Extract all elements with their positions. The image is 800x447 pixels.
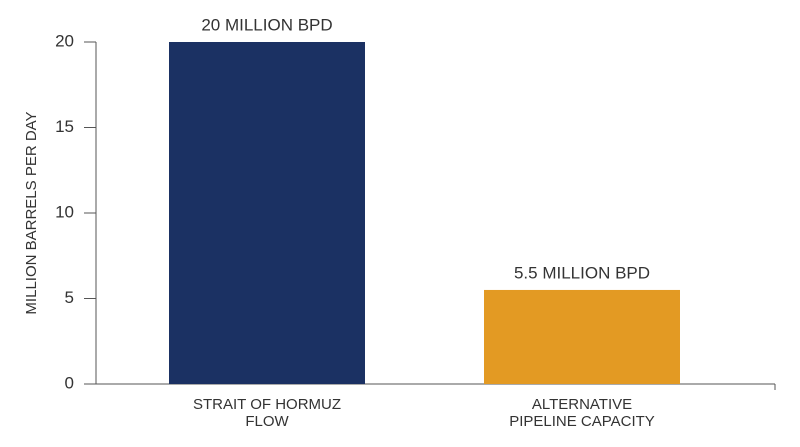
y-axis-label: MILLION BARRELS PER DAY <box>23 111 40 314</box>
bar <box>169 42 365 384</box>
y-tick-label: 5 <box>65 288 74 307</box>
y-tick-label: 20 <box>55 31 74 50</box>
bar <box>484 289 680 384</box>
y-tick-label: 15 <box>55 117 74 136</box>
x-tick-label: ALTERNATIVE PIPELINE CAPACITY <box>509 396 655 430</box>
value-label: 20 MILLION BPD <box>201 15 332 34</box>
y-tick-label: 0 <box>65 373 74 392</box>
x-tick-label: STRAIT OF HORMUZ FLOW <box>193 396 341 430</box>
y-tick-label: 10 <box>55 202 74 221</box>
value-label: 5.5 MILLION BPD <box>514 263 650 282</box>
